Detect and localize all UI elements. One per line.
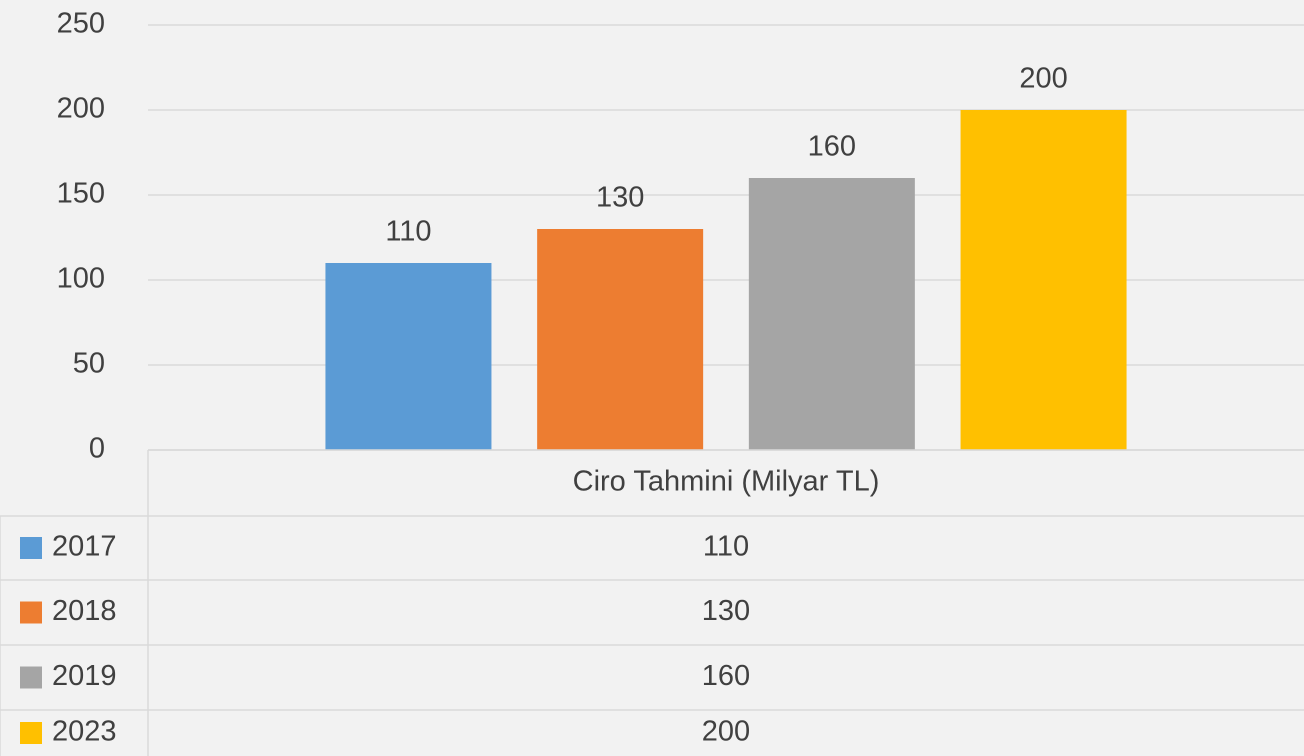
x-tick-label: Ciro Tahmini (Milyar TL) [573,466,880,498]
bar [325,263,492,450]
table-value: 110 [703,531,749,563]
legend-key [20,666,42,689]
table-value: 130 [702,595,750,627]
legend-label: 2018 [52,595,117,627]
y-tick-label: 150 [57,178,105,210]
legend-key [20,601,42,624]
bar [960,110,1127,450]
table-value: 160 [702,660,750,692]
y-tick-label: 50 [73,348,105,380]
bar [537,229,704,450]
y-tick-label: 100 [57,263,105,295]
y-tick-label: 250 [57,8,105,40]
legend-label: 2023 [52,716,117,748]
data-label: 130 [596,182,644,214]
legend-label: 2019 [52,660,117,692]
table-value: 200 [702,716,750,748]
data-label: 160 [808,131,856,163]
data-label: 200 [1019,63,1067,95]
y-tick-label: 0 [89,433,105,465]
legend-key [20,537,42,559]
data-label: 110 [385,216,431,248]
bar [748,178,915,450]
legend-key [20,722,42,744]
y-tick-label: 200 [57,93,105,125]
legend-label: 2017 [52,531,117,563]
